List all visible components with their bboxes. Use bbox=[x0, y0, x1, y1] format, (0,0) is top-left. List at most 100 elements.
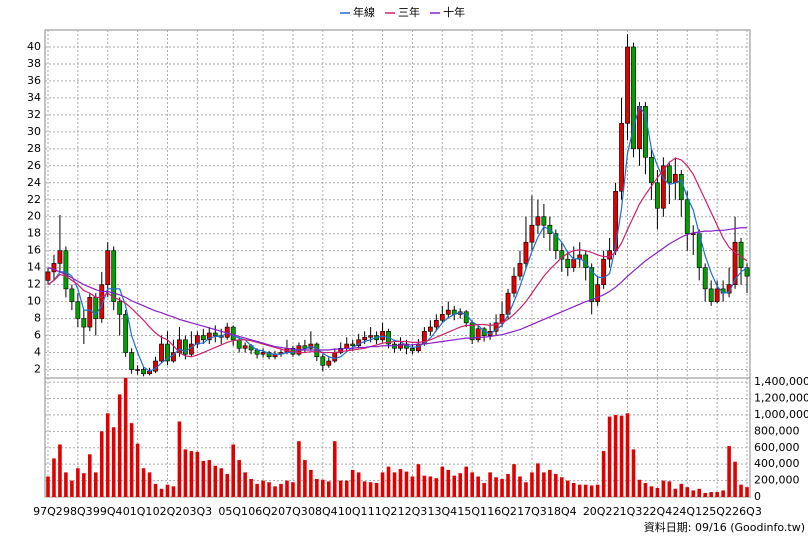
volume-bar bbox=[745, 487, 749, 497]
volume-bar bbox=[237, 460, 241, 497]
volume-bar bbox=[207, 460, 212, 497]
volume-bar bbox=[123, 378, 128, 497]
candle-body bbox=[212, 332, 218, 336]
candle-body bbox=[63, 250, 69, 290]
volume-bar bbox=[410, 476, 415, 497]
volume-bar bbox=[285, 480, 289, 497]
candle-body bbox=[69, 288, 75, 302]
volume-bar bbox=[213, 465, 218, 497]
candle-body bbox=[427, 326, 433, 332]
y2-tick-label: 1,000,000 bbox=[754, 408, 808, 421]
candle-body bbox=[230, 326, 236, 341]
volume-bar bbox=[667, 481, 672, 497]
volume-bar bbox=[422, 475, 427, 497]
volume-bar bbox=[655, 487, 660, 497]
candle-body bbox=[559, 250, 565, 260]
volume-bar bbox=[58, 444, 62, 497]
volume-bar bbox=[530, 472, 534, 497]
volume-bar bbox=[344, 480, 349, 497]
volume-bar bbox=[727, 446, 731, 497]
volume-bar bbox=[524, 482, 528, 497]
volume-bar bbox=[607, 416, 612, 497]
volume-bar bbox=[476, 476, 480, 497]
candle-body bbox=[105, 250, 111, 285]
candle-body bbox=[445, 309, 451, 315]
volume-bar bbox=[267, 482, 271, 497]
volume-bar bbox=[99, 431, 104, 497]
candle-body bbox=[565, 258, 571, 268]
volume-bar bbox=[715, 492, 719, 497]
y-tick-label: 20 bbox=[27, 210, 41, 223]
candle-body bbox=[601, 258, 607, 285]
volume-bar bbox=[464, 466, 468, 497]
y2-tick-label: 1,400,000 bbox=[754, 375, 808, 388]
volume-bar bbox=[613, 414, 618, 497]
candle-body bbox=[589, 267, 595, 302]
volume-bar bbox=[70, 480, 74, 497]
candle-body bbox=[302, 345, 308, 349]
volume-bar bbox=[177, 421, 182, 497]
volume-bar bbox=[733, 461, 737, 497]
candle-body bbox=[410, 347, 415, 352]
volume-bar bbox=[350, 469, 355, 497]
candle-body bbox=[655, 182, 660, 209]
volume-bar bbox=[111, 427, 116, 497]
volume-bar bbox=[362, 481, 367, 497]
volume-bar bbox=[88, 454, 92, 497]
candle-body bbox=[535, 216, 541, 226]
volume-bar bbox=[631, 449, 636, 497]
volume-bar bbox=[297, 441, 301, 497]
volume-bar bbox=[273, 486, 277, 497]
candle-body bbox=[350, 343, 356, 347]
candle-body bbox=[708, 288, 714, 302]
candle-body bbox=[75, 301, 81, 319]
volume-bar bbox=[571, 483, 576, 497]
volume-bar bbox=[673, 488, 678, 497]
volume-bar bbox=[685, 487, 690, 497]
x-tick-label: 16Q2 bbox=[487, 505, 517, 518]
x-tick-label: 13Q4 bbox=[427, 505, 457, 518]
volume-bar bbox=[165, 484, 170, 497]
volume-bar bbox=[398, 469, 403, 497]
x-tick-label: 01Q1 bbox=[123, 505, 153, 518]
candle-body bbox=[684, 199, 690, 235]
x-tick-label: 11Q2 bbox=[368, 505, 398, 518]
volume-bar bbox=[171, 486, 176, 497]
volume-bar bbox=[542, 472, 546, 497]
volume-bar bbox=[153, 483, 158, 497]
volume-bar bbox=[183, 449, 188, 497]
volume-bar bbox=[129, 423, 134, 497]
candle-body bbox=[625, 46, 630, 124]
y-tick-label: 4 bbox=[34, 346, 41, 359]
volume-bar bbox=[159, 488, 164, 497]
y-tick-label: 10 bbox=[27, 295, 41, 308]
candle-body bbox=[702, 267, 708, 290]
volume-bar bbox=[76, 468, 80, 497]
volume-bar bbox=[105, 413, 110, 497]
candle-body bbox=[511, 275, 517, 294]
volume-bar bbox=[506, 474, 510, 497]
candle-body bbox=[553, 233, 559, 251]
x-tick-label: 24Q1 bbox=[672, 505, 702, 518]
candle-body bbox=[200, 335, 206, 341]
candle-body bbox=[613, 190, 618, 251]
candle-body bbox=[517, 263, 523, 277]
candle-body bbox=[93, 297, 99, 319]
volume-bar bbox=[404, 471, 409, 497]
volume-bar bbox=[332, 441, 337, 497]
x-tick-label: 26Q3 bbox=[732, 505, 762, 518]
volume-bar bbox=[739, 484, 743, 497]
candle-body bbox=[744, 267, 750, 277]
volume-bar bbox=[440, 466, 445, 497]
candle-body bbox=[141, 369, 146, 375]
x-tick-label: 12Q3 bbox=[398, 505, 428, 518]
x-tick-label: 10Q1 bbox=[338, 505, 368, 518]
x-tick-label: 07Q3 bbox=[278, 505, 308, 518]
candle-body bbox=[326, 360, 332, 366]
volume-bar bbox=[368, 482, 373, 497]
y-tick-label: 34 bbox=[27, 91, 41, 104]
candle-body bbox=[236, 339, 242, 349]
volume-bar bbox=[446, 469, 451, 497]
volume-bar bbox=[255, 483, 259, 497]
